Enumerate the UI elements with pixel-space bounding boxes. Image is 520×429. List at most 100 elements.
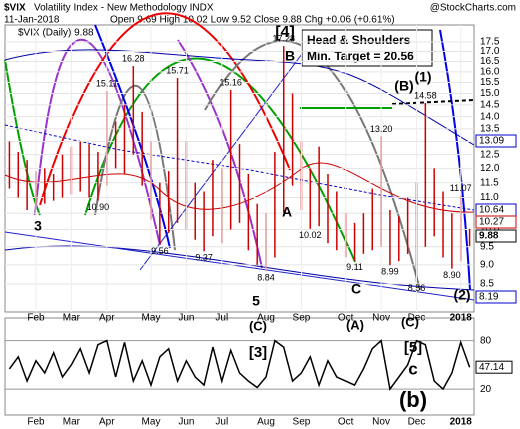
value-label: 9.88 <box>479 231 499 242</box>
price-label: 14.58 <box>414 90 437 100</box>
x-tick-label: Aug <box>257 313 275 324</box>
y-tick-label: 11.0 <box>480 192 499 203</box>
price-label: 9.11 <box>346 262 363 272</box>
symbol: $VIX <box>4 3 26 14</box>
moving-average <box>4 162 475 213</box>
price-label: 15.11 <box>96 78 118 88</box>
price-label: 17.28 <box>272 33 295 43</box>
pattern-target: Min. Target = 20.56 <box>307 49 414 63</box>
price-label: 15.71 <box>166 65 189 75</box>
price-label: 8.84 <box>257 272 275 282</box>
x-tick-label: Dec <box>408 313 426 324</box>
y-tick-label: 15.0 <box>480 88 500 99</box>
y-tick-label: 12.0 <box>480 163 500 174</box>
legend: $VIX (Daily) 9.88 <box>18 28 94 39</box>
x-tick-label: 2018 <box>450 417 473 428</box>
y-tick-label: 16.5 <box>480 56 500 67</box>
osc-annotation: (C) <box>249 318 267 333</box>
x-tick-label: Jul <box>215 417 228 428</box>
annotation: (B) <box>394 78 413 94</box>
pattern-title: Head & Shoulders <box>307 33 411 47</box>
trend-line <box>4 231 475 301</box>
price-label: 8.99 <box>381 267 399 277</box>
x-tick-label: Apr <box>99 417 115 428</box>
price-label: 8.90 <box>443 270 461 280</box>
x-tick-label: Feb <box>27 417 45 428</box>
osc-annotation: [5] <box>404 339 422 356</box>
pattern-box <box>301 29 433 67</box>
y-tick-label: 13.5 <box>480 124 500 135</box>
annotation: (2) <box>453 287 470 303</box>
osc-value-label: 47.14 <box>479 362 504 373</box>
x-tick-label: May <box>142 313 161 324</box>
price-label: 13.20 <box>370 124 393 134</box>
watermark: @StockCharts.com <box>430 3 516 14</box>
y-tick-label: 14.5 <box>480 100 500 111</box>
x-tick-label: Jun <box>178 313 194 324</box>
x-tick-label: Oct <box>338 417 354 428</box>
annotation: [4] <box>275 24 295 41</box>
x-tick-label: Feb <box>27 313 45 324</box>
osc-annotation: c <box>408 359 417 378</box>
chart-title: Volatility Index - New Methodology INDX <box>34 3 214 14</box>
x-tick-label: Jun <box>178 417 194 428</box>
y-tick-label: 14.0 <box>480 111 500 122</box>
value-label: 10.64 <box>479 205 504 216</box>
value-box <box>475 215 517 229</box>
x-tick-label: Mar <box>63 417 81 428</box>
x-tick-label: Aug <box>257 417 275 428</box>
osc-annotation: (A) <box>346 317 364 332</box>
x-tick-label: Jul <box>215 313 228 324</box>
quote: Open 9.69 High 10.02 Low 9.52 Close 9.88… <box>110 15 395 26</box>
value-label: 10.27 <box>479 217 504 228</box>
annotation: A <box>282 204 292 220</box>
price-label: 11.07 <box>450 183 472 193</box>
x-tick-label: Oct <box>338 313 354 324</box>
price-label: 16.28 <box>122 53 145 63</box>
y-tick-label: 8.5 <box>480 279 494 290</box>
date: 11-Jan-2018 <box>4 15 60 26</box>
price-label: 9.37 <box>195 253 213 263</box>
annotation: 5 <box>252 293 260 309</box>
x-tick-label: Dec <box>408 417 426 428</box>
y-tick-label: 15.5 <box>480 77 500 88</box>
osc-annotation: (C) <box>401 314 419 329</box>
price-label: 10.90 <box>87 202 110 212</box>
oscillator-line <box>8 339 471 391</box>
y-tick-label: 9.0 <box>480 260 494 271</box>
x-tick-label: Apr <box>99 313 115 324</box>
x-tick-label: Nov <box>372 313 390 324</box>
y-tick-label: 17.5 <box>480 36 500 47</box>
y-tick-label: 11.5 <box>480 177 499 188</box>
price-label: 9.56 <box>151 246 169 256</box>
osc-tick-label: 80 <box>480 335 492 346</box>
value-box <box>475 290 517 304</box>
arc <box>94 24 171 249</box>
osc-annotation: (b) <box>399 387 427 412</box>
price-label: 8.56 <box>408 283 426 293</box>
x-tick-label: Mar <box>63 313 81 324</box>
y-tick-label: 17.0 <box>480 46 500 57</box>
price-label: 10.02 <box>299 230 322 240</box>
x-tick-label: May <box>142 417 161 428</box>
annotation: (1) <box>414 69 431 85</box>
y-tick-label: 9.5 <box>480 241 494 252</box>
annotation: B <box>285 48 295 64</box>
y-tick-label: 12.5 <box>480 149 500 160</box>
value-label: 13.09 <box>479 136 504 147</box>
annotation: C <box>351 281 361 297</box>
value-box <box>475 134 517 148</box>
x-tick-label: Nov <box>372 417 390 428</box>
osc-annotation: [3] <box>249 344 267 361</box>
x-tick-label: Sep <box>293 417 311 428</box>
value-label: 8.19 <box>479 292 499 303</box>
x-tick-label: 2018 <box>450 313 473 324</box>
osc-tick-label: 20 <box>480 384 492 395</box>
y-tick-label: 16.0 <box>480 67 500 78</box>
lower-frame <box>4 317 475 416</box>
x-tick-label: Sep <box>293 313 311 324</box>
annotation: 3 <box>34 218 42 234</box>
value-box <box>475 360 513 374</box>
